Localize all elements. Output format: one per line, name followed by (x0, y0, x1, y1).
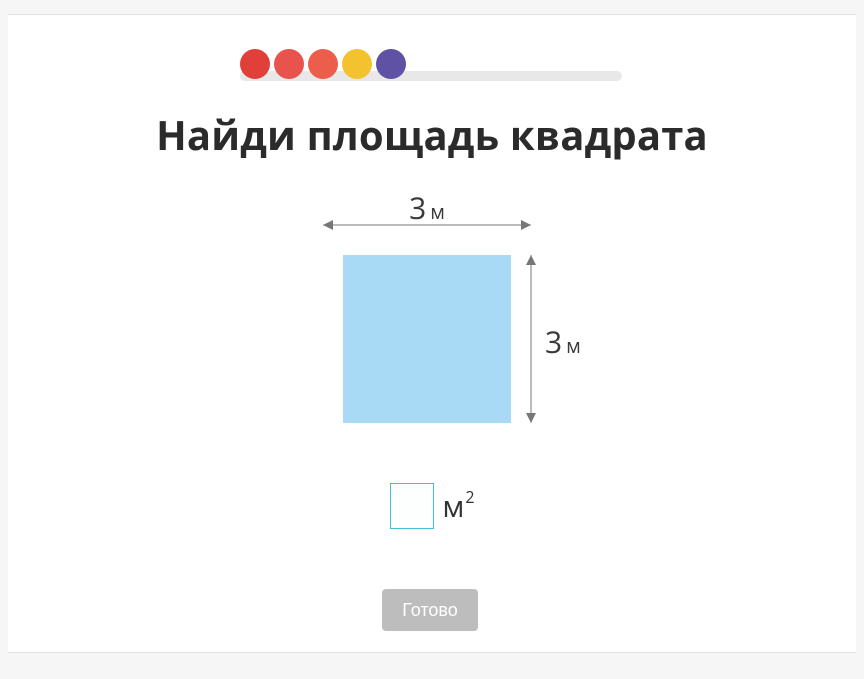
answer-inner: м2 (390, 483, 473, 534)
content-card: Найди площадь квадрата 3м 3м м2 Готово (8, 14, 856, 653)
submit-button[interactable]: Готово (382, 589, 478, 631)
square-shape (343, 255, 511, 423)
progress-dot-2 (274, 49, 304, 79)
right-dimension-unit: м (566, 332, 581, 359)
top-dimension-label: 3м (323, 187, 531, 228)
right-dimension-value: 3 (545, 321, 562, 362)
progress-dot-4 (342, 49, 372, 79)
progress-dot-3 (308, 49, 338, 79)
page-frame: Найди площадь квадрата 3м 3м м2 Готово (0, 0, 864, 679)
figure-area: 3м 3м (313, 185, 593, 435)
answer-unit-base: м (442, 485, 464, 526)
answer-unit: м2 (442, 483, 473, 534)
right-dimension-label: 3м (545, 321, 581, 362)
answer-row: м2 (8, 483, 856, 539)
progress-dot-1 (240, 49, 270, 79)
right-dimension-arrow (526, 255, 536, 423)
top-dimension-unit: м (430, 198, 445, 225)
answer-unit-exponent: 2 (465, 486, 474, 508)
progress-dot-5 (376, 49, 406, 79)
progress-indicator (240, 47, 622, 81)
top-dimension-value: 3 (409, 187, 426, 228)
question-title: Найди площадь квадрата (8, 107, 856, 162)
answer-input[interactable] (390, 483, 434, 529)
